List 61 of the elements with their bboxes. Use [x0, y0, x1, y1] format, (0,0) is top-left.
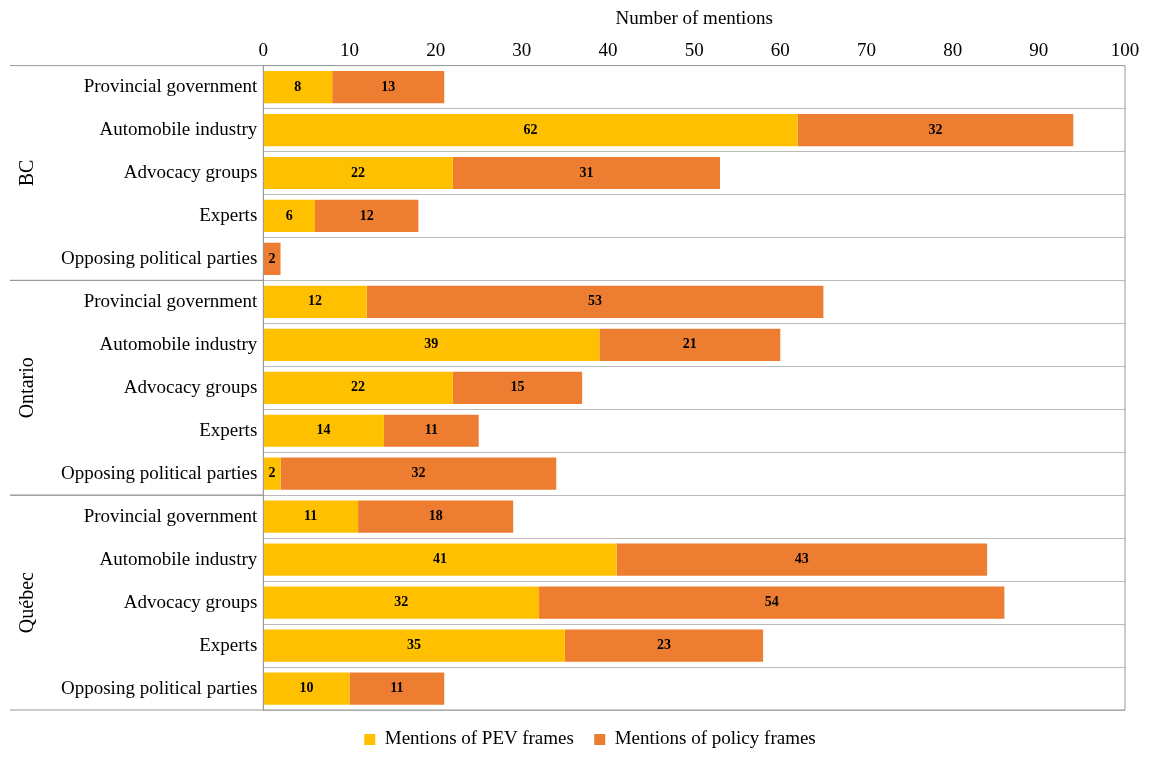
- y-tick-label: Automobile industry: [99, 332, 258, 354]
- text: Ontario: [15, 357, 38, 419]
- x-tick-label: 100: [1110, 39, 1140, 61]
- x-tick-label: 30: [512, 39, 532, 61]
- data-label: 14: [316, 422, 331, 438]
- x-tick-label: 20: [426, 39, 446, 61]
- y-tick-label: Experts: [199, 203, 258, 225]
- data-label: 53: [588, 293, 603, 309]
- x-tick-label: 50: [684, 39, 704, 61]
- data-label: 10: [299, 680, 314, 696]
- y-tick-label: Opposing political parties: [60, 676, 258, 698]
- data-label: 23: [656, 637, 671, 653]
- x-axis-title: Number of mentions: [615, 7, 773, 29]
- data-label: 6: [285, 207, 293, 223]
- y-tick-label: Provincial government: [83, 289, 259, 311]
- x-tick-label: 60: [770, 39, 790, 61]
- x-tick-label: 90: [1029, 39, 1049, 61]
- legend-label: Mentions of PEV frames: [384, 727, 574, 749]
- data-label: 12: [359, 207, 374, 223]
- data-label: 32: [394, 594, 409, 610]
- data-label: 2: [268, 465, 276, 481]
- y-tick-label: Automobile industry: [99, 547, 258, 569]
- data-label: 31: [579, 164, 594, 180]
- data-label: 18: [428, 508, 443, 524]
- y-tick-label: Experts: [199, 633, 258, 655]
- data-label: 39: [424, 336, 439, 352]
- y-tick-label: Advocacy groups: [123, 160, 258, 182]
- data-label: 32: [411, 465, 426, 481]
- y-tick-label: Provincial government: [83, 75, 259, 97]
- data-label: 11: [304, 508, 318, 524]
- data-label: 41: [432, 551, 447, 567]
- data-label: 22: [351, 164, 366, 180]
- data-label: 54: [764, 594, 779, 610]
- data-label: 12: [308, 293, 322, 309]
- text: Québec: [15, 571, 38, 634]
- data-label: 35: [407, 637, 422, 653]
- text: BC: [15, 159, 38, 187]
- data-label: 62: [523, 121, 538, 137]
- y-tick-label: Opposing political parties: [60, 246, 258, 268]
- data-label: 11: [424, 422, 438, 438]
- data-label: 21: [682, 336, 697, 352]
- x-tick-label: 10: [339, 39, 359, 61]
- y-tick-label: Provincial government: [83, 504, 259, 526]
- y-tick-label: Opposing political parties: [60, 461, 258, 483]
- data-label: 32: [928, 121, 943, 137]
- y-tick-label: Automobile industry: [99, 118, 258, 140]
- x-tick-label: 80: [943, 39, 963, 61]
- x-tick-label: 40: [598, 39, 618, 61]
- data-label: 8: [294, 78, 302, 94]
- data-label: 15: [510, 379, 525, 395]
- y-tick-label: Advocacy groups: [123, 375, 258, 397]
- data-label: 43: [794, 551, 809, 567]
- data-label: 11: [390, 680, 404, 696]
- x-tick-label: 0: [258, 39, 269, 61]
- data-label: 13: [381, 78, 396, 94]
- x-tick-label: 70: [856, 39, 876, 61]
- legend-label: Mentions of policy frames: [614, 727, 816, 749]
- data-label: 22: [351, 379, 366, 395]
- y-tick-label: Advocacy groups: [123, 590, 258, 612]
- data-label: 2: [268, 250, 276, 266]
- y-tick-label: Experts: [199, 418, 258, 440]
